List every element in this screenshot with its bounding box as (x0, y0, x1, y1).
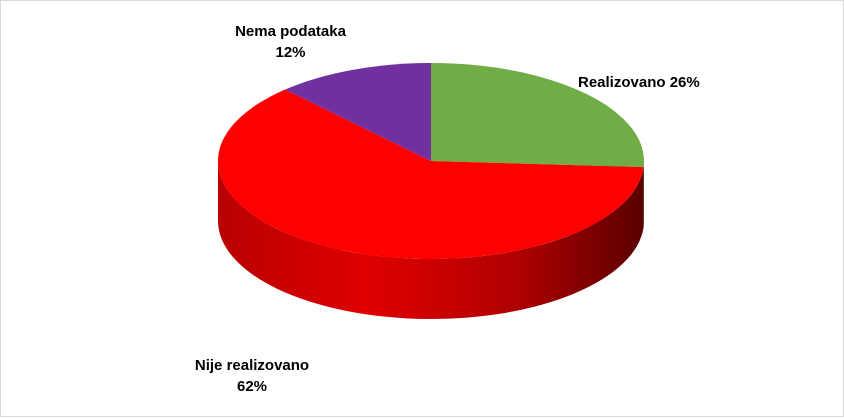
data-label-nema-value: 12% (223, 42, 358, 63)
data-label-nema-podataka: Nema podataka 12% (223, 21, 358, 63)
data-label-nije-name: Nije realizovano (177, 355, 327, 376)
data-label-nije-realizovano: Nije realizovano 62% (177, 355, 327, 397)
data-label-nije-value: 62% (177, 376, 327, 397)
data-label-nema-name: Nema podataka (223, 21, 358, 42)
data-label-realizovano: Realizovano 26% (578, 72, 700, 93)
